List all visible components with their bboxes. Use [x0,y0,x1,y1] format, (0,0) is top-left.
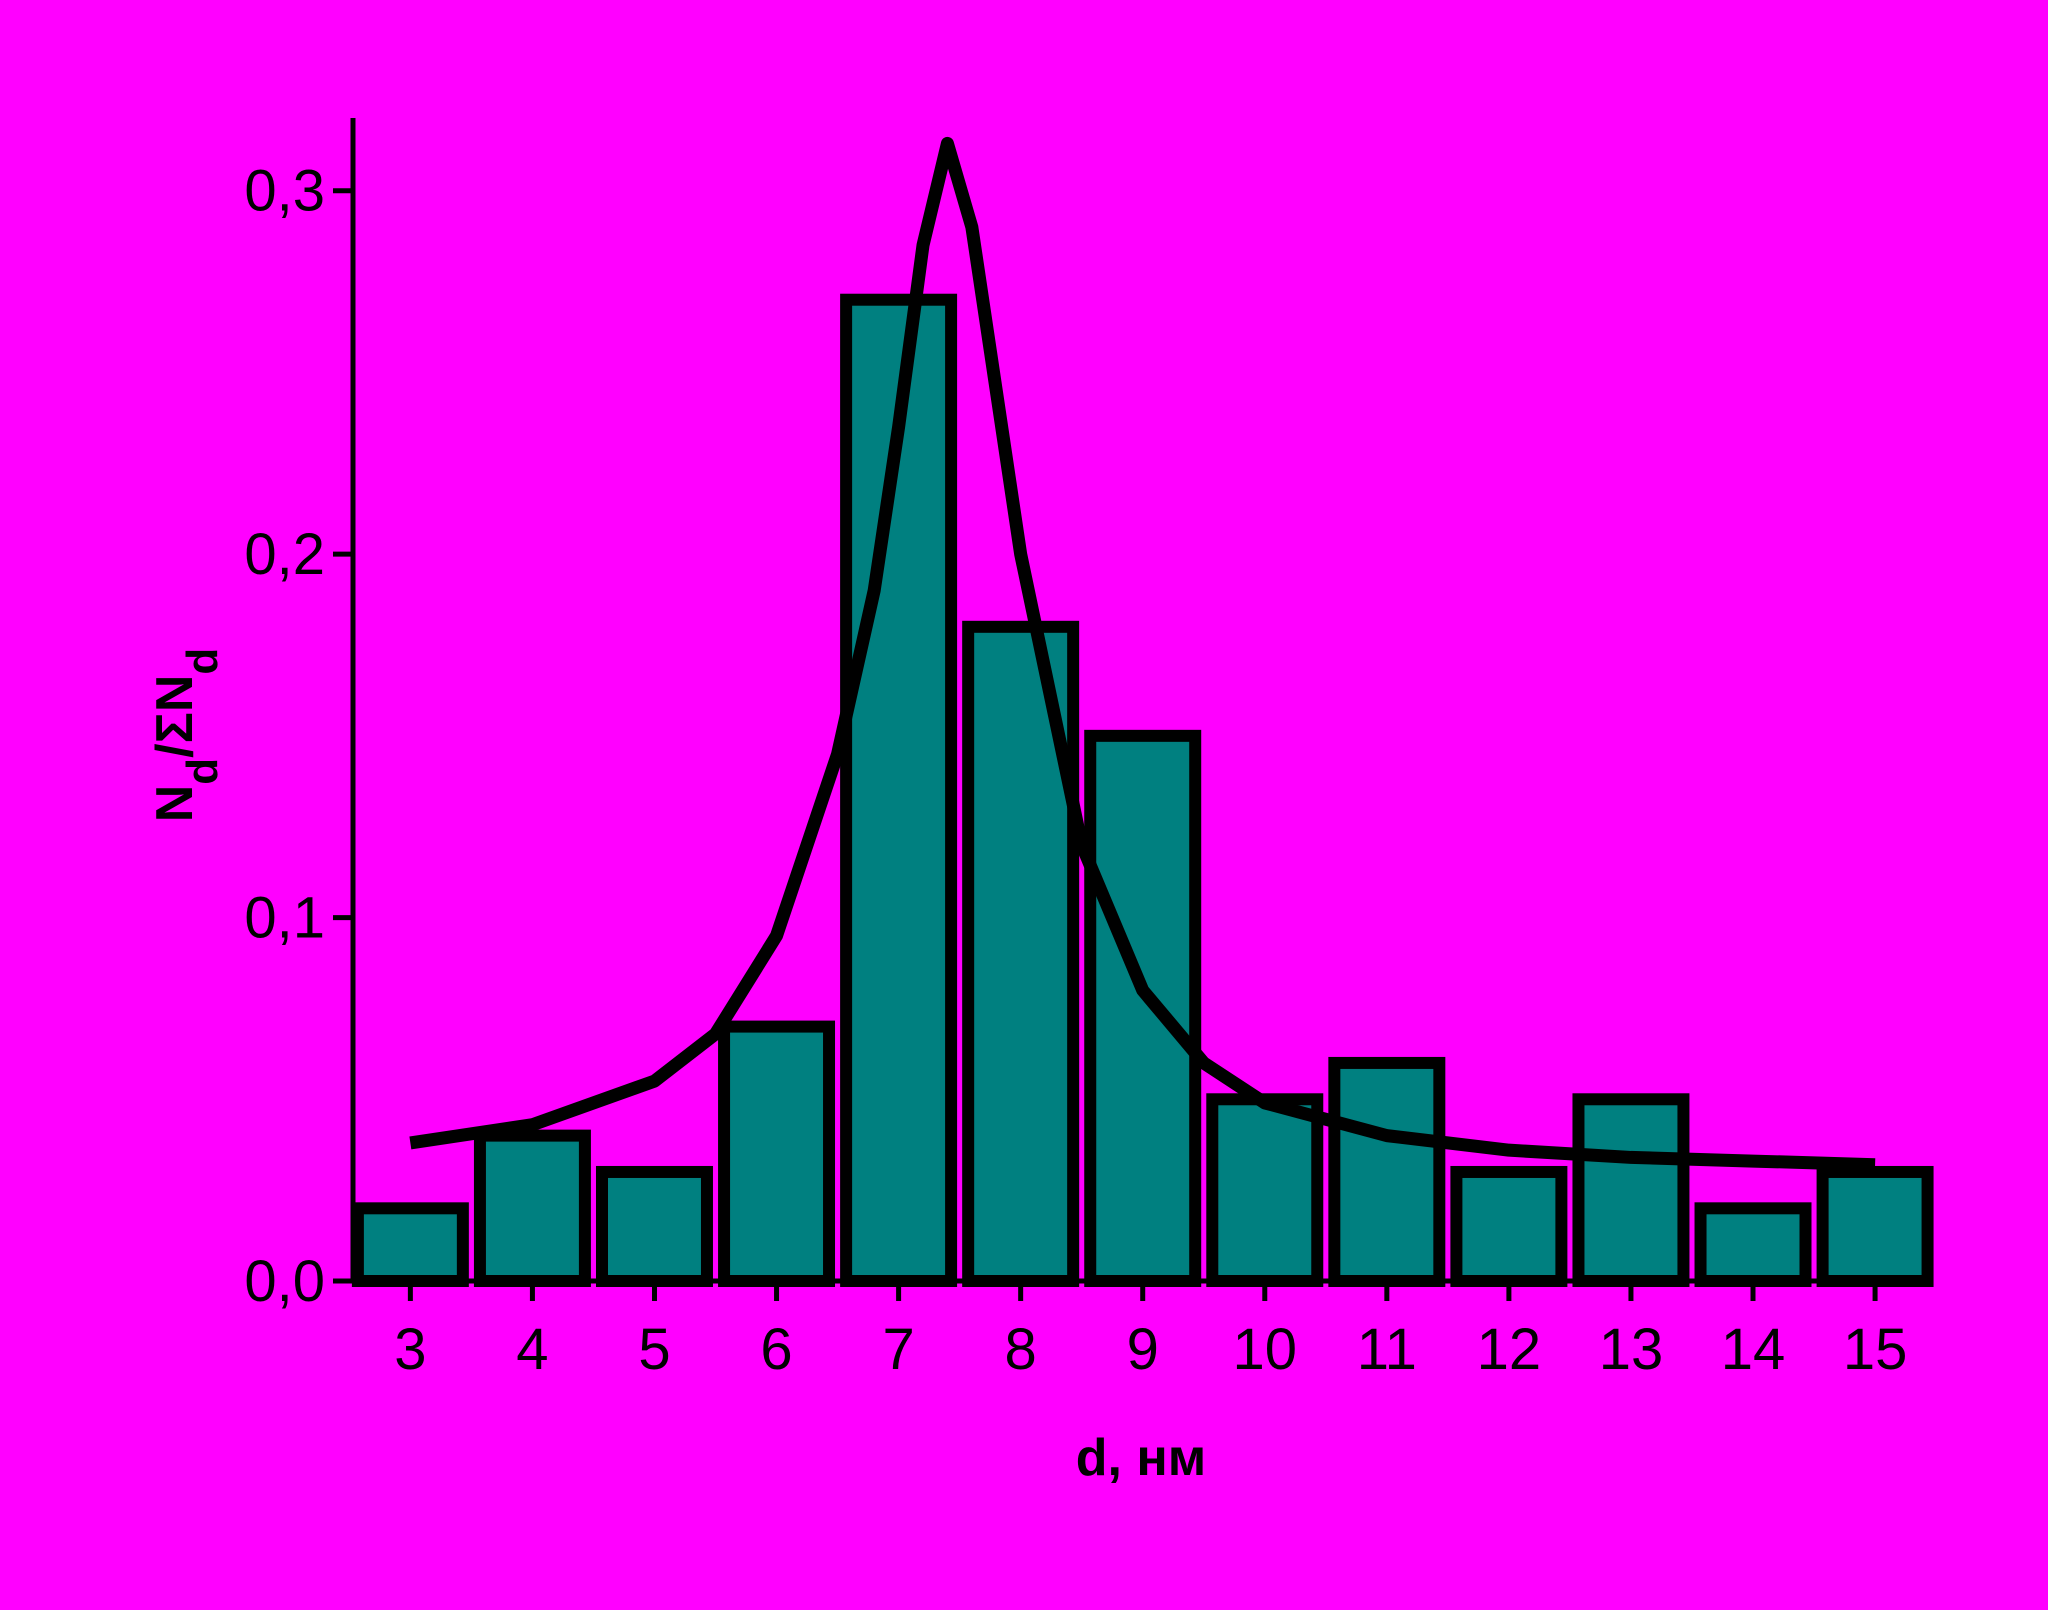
y-axis-label: Nd/ΣNd [146,648,227,823]
x-tick-label: 3 [394,1317,426,1382]
bar [718,1020,836,1287]
x-tick-label: 14 [1721,1317,1786,1382]
bar [1084,729,1202,1287]
x-tick-label: 13 [1599,1317,1664,1382]
x-tick-label: 5 [638,1317,670,1382]
bar [351,1202,469,1287]
x-tick-label: 8 [1005,1317,1037,1382]
y-label-part: N [146,785,204,823]
bar [1572,1093,1690,1287]
bar [473,1129,591,1287]
y-tick-label: 0,1 [244,886,325,951]
x-axis-label: d, нм [1076,1429,1207,1487]
bar [1450,1165,1568,1287]
y-label-part: /ΣN [146,675,204,758]
x-tick-label: 6 [760,1317,792,1382]
bar [1694,1202,1812,1287]
x-tick-label: 4 [516,1317,548,1382]
x-tick-label: 15 [1843,1317,1908,1382]
bar [1206,1093,1324,1287]
fit-curve [409,136,1876,1172]
y-label-part: d [178,648,227,675]
x-tick-label: 10 [1233,1317,1298,1382]
bar [596,1165,713,1287]
x-tick-label: 7 [882,1317,914,1382]
x-tick-label: 9 [1127,1317,1159,1382]
y-label-part: d [178,758,227,785]
bar [1328,1056,1446,1287]
y-tick-label: 0,3 [244,159,325,224]
x-tick-label: 11 [1357,1317,1417,1382]
y-tick-label: 0,0 [244,1249,325,1314]
x-tick-label: 12 [1477,1317,1542,1382]
y-tick-label: 0,2 [244,522,325,587]
bar [1816,1165,1934,1287]
